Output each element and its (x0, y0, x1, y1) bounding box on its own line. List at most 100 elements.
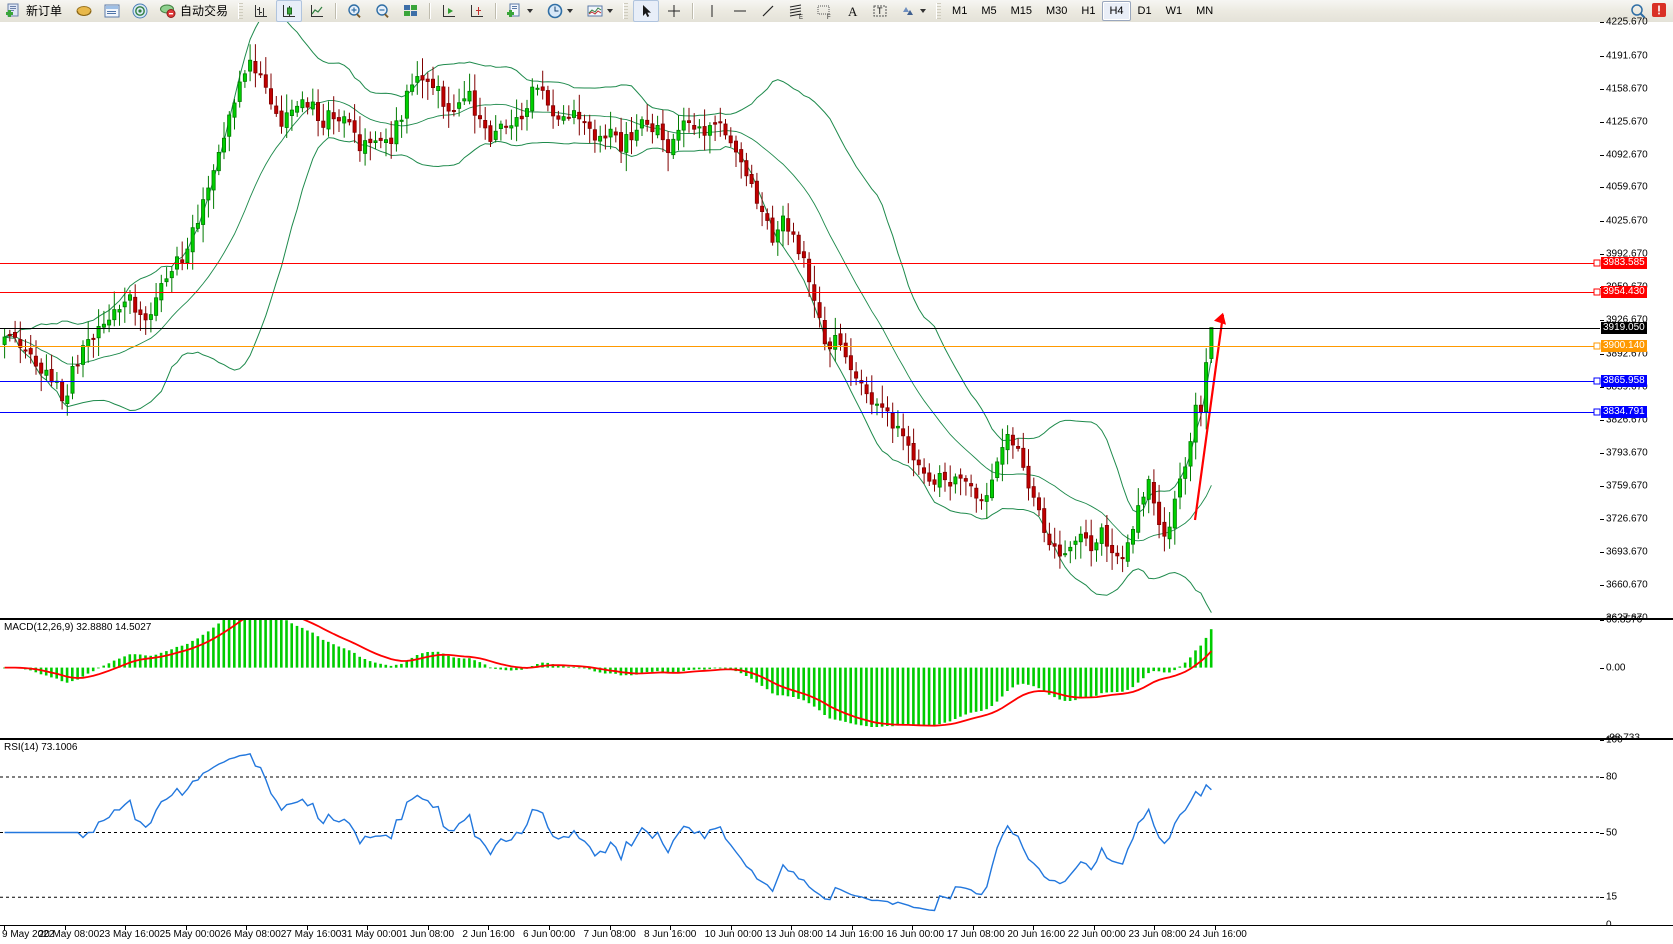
price-chart-panel[interactable] (0, 22, 1600, 618)
timeframe-m30[interactable]: M30 (1046, 5, 1068, 17)
timeframe-d1[interactable]: D1 (1137, 5, 1152, 17)
timeframe-h4[interactable]: H4 (1102, 1, 1131, 21)
market-watch-button[interactable] (99, 0, 125, 22)
period-button[interactable] (542, 0, 580, 22)
toolbar-grip-2[interactable] (623, 3, 629, 19)
new-order-button[interactable]: 新订单 (1, 0, 69, 22)
macd-tick-label: 0.00 (1606, 662, 1626, 674)
bar-chart-button[interactable] (248, 0, 274, 22)
panel-separator-macd[interactable] (0, 618, 1673, 620)
cursor-icon (637, 2, 655, 20)
timeframe-w1[interactable]: W1 (1165, 5, 1183, 17)
price-level-line-resistance-2[interactable] (0, 263, 1600, 265)
price-level-handle[interactable] (1593, 288, 1601, 296)
text-button[interactable]: A (839, 0, 865, 22)
price-level-handle[interactable] (1593, 259, 1601, 267)
zoom-out-icon (374, 2, 392, 20)
sign-in-icon (75, 2, 93, 20)
rsi-panel[interactable] (0, 740, 1600, 925)
panel-separator-rsi[interactable] (0, 738, 1673, 740)
indicators-button[interactable] (582, 0, 620, 22)
shapes-button[interactable] (895, 0, 933, 22)
price-level-label-resistance-2[interactable]: 3983.585 (1601, 257, 1647, 270)
toolbar-grip-3[interactable] (936, 3, 942, 19)
macd-panel[interactable] (0, 620, 1600, 738)
timeframe-m1[interactable]: M1 (952, 5, 968, 17)
price-tick-label: 3926.670 (1606, 314, 1648, 326)
chevron-down-icon-3[interactable] (607, 9, 614, 13)
templates-icon (402, 2, 420, 20)
price-level-label-resistance-1[interactable]: 3954.430 (1601, 286, 1647, 299)
horizontal-line-button[interactable] (727, 0, 753, 22)
candlestick-chart-button[interactable] (276, 0, 303, 22)
time-axis-label: 9 May 2022 (2, 929, 55, 940)
price-level-label-pivot[interactable]: 3900.140 (1601, 340, 1647, 353)
time-axis[interactable]: 9 May 2022 20 May 08:00 23 May 16:00 25 May… (0, 925, 1673, 944)
price-level-handle[interactable] (1593, 377, 1601, 384)
signals-icon (131, 2, 149, 20)
timeframe-m5[interactable]: M5 (981, 5, 997, 17)
zoom-out-button[interactable] (370, 0, 396, 22)
crosshair-button[interactable] (661, 0, 687, 22)
time-axis-label: 14 Jun 16:00 (825, 929, 884, 940)
autotrading-button[interactable]: 自动交易 (155, 0, 235, 22)
price-level-label-support-2[interactable]: 3834.791 (1601, 405, 1647, 418)
fibonacci-button[interactable]: E (783, 0, 809, 22)
macd-axis[interactable]: 66.8576 0.00 -98.733 (1600, 615, 1673, 744)
chevron-down-icon[interactable] (527, 9, 534, 13)
price-tick (1600, 154, 1604, 156)
price-tick (1600, 452, 1604, 454)
object-list-button[interactable] (502, 0, 540, 22)
price-level-line-support-2[interactable] (0, 411, 1600, 413)
price-level-line-support-1[interactable] (0, 380, 1600, 382)
price-level-line-resistance-1[interactable] (0, 292, 1600, 294)
price-level-label-current-price[interactable]: 3919.050 (1601, 321, 1647, 334)
price-level-line-current-price[interactable] (0, 327, 1600, 329)
timeframe-m15[interactable]: M15 (1010, 5, 1032, 17)
price-tick-label: 3859.670 (1606, 381, 1648, 393)
price-level-handle[interactable] (1593, 342, 1601, 350)
time-axis-label: 24 Jun 16:00 (1189, 929, 1247, 940)
templates-button[interactable] (398, 0, 424, 22)
time-axis-label: 8 Jun 16:00 (644, 929, 697, 940)
signals-button[interactable] (127, 0, 153, 22)
chart-canvas-area[interactable]: SP500-,H4 3888.050 3919.050 3883.550 391… (0, 17, 1673, 944)
timeframe-mn[interactable]: MN (1196, 5, 1214, 17)
rsi-axis[interactable]: 1008050150 (1600, 735, 1673, 931)
sign-in-button[interactable] (71, 0, 97, 22)
line-chart-button[interactable] (304, 0, 330, 22)
object-list-icon (506, 2, 524, 20)
horizontal-line-icon (731, 2, 749, 20)
trendline-button[interactable] (755, 0, 781, 22)
time-axis-label: 25 May 00:00 (159, 929, 221, 940)
price-tick (1600, 55, 1604, 57)
price-level-handle[interactable] (1593, 408, 1601, 416)
vertical-line-button[interactable] (699, 0, 725, 22)
rsi-tick-label: 15 (1606, 891, 1618, 903)
period-separator-button[interactable] (436, 0, 462, 22)
price-axis[interactable]: 4225.670 4191.670 4158.670 4125.670 4092.670… (1600, 17, 1673, 624)
cursor-button[interactable] (633, 0, 660, 22)
vertical-line-icon (703, 2, 721, 20)
text-label-button[interactable]: T (867, 0, 893, 22)
macd-label: MACD(12,26,9) 32.8880 14.5027 (4, 622, 152, 633)
price-tick-label: 4191.670 (1606, 50, 1648, 62)
zoom-in-button[interactable] (342, 0, 368, 22)
grid-button[interactable] (464, 0, 490, 22)
time-tick (427, 926, 429, 930)
price-tick-label: 4158.670 (1606, 83, 1648, 95)
equidistant-channel-button[interactable]: F (811, 0, 837, 22)
time-axis-label: 20 May 08:00 (38, 929, 100, 940)
chevron-down-icon-2[interactable] (567, 9, 574, 13)
toolbar-grip[interactable] (238, 3, 244, 19)
price-level-line-pivot[interactable] (0, 346, 1600, 348)
toolbar-right-group (1629, 2, 1673, 20)
timeframe-h1[interactable]: H1 (1081, 5, 1096, 17)
search-icon[interactable] (1629, 2, 1647, 20)
alert-icon[interactable] (1651, 2, 1669, 20)
chevron-down-icon-4[interactable] (920, 9, 927, 13)
bar-chart-icon (252, 2, 270, 20)
price-tick-label: 3660.670 (1606, 579, 1648, 591)
price-level-label-support-1[interactable]: 3865.958 (1601, 374, 1647, 387)
